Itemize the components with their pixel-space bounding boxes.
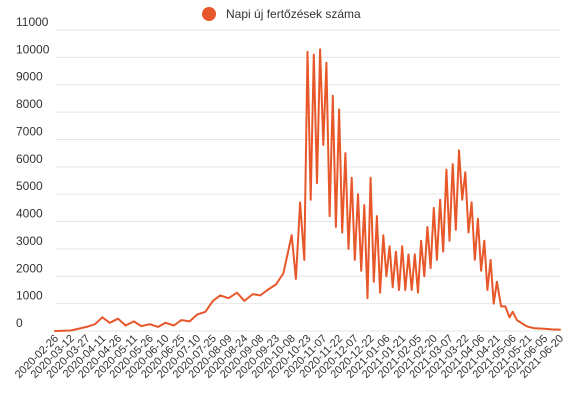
legend-marker-icon — [202, 7, 216, 21]
y-tick-label: 1000 — [16, 289, 43, 303]
y-tick-label: 5000 — [16, 179, 43, 193]
y-axis-ticks: 0 1000 2000 3000 4000 5000 6000 7000 8000 9000 100… — [16, 15, 50, 330]
y-tick-label: 8000 — [16, 97, 43, 111]
y-tick-label: 7000 — [16, 124, 43, 138]
y-tick-label: 10000 — [16, 42, 50, 56]
series-layer — [54, 48, 561, 332]
x-axis-ticks: 2020-02-262020-03-122020-03-272020-04-11… — [13, 333, 566, 381]
y-tick-label: 3000 — [16, 234, 43, 248]
y-tick-label: 9000 — [16, 70, 43, 84]
y-tick-label: 4000 — [16, 207, 43, 221]
legend-label: Napi új fertőzések száma — [226, 7, 361, 21]
y-tick-label: 2000 — [16, 261, 43, 275]
series-line — [54, 48, 561, 332]
y-tick-label: 11000 — [16, 15, 49, 29]
y-tick-label: 6000 — [16, 152, 43, 166]
legend[interactable]: Napi új fertőzések száma — [202, 7, 361, 21]
y-tick-label: 0 — [16, 316, 23, 330]
